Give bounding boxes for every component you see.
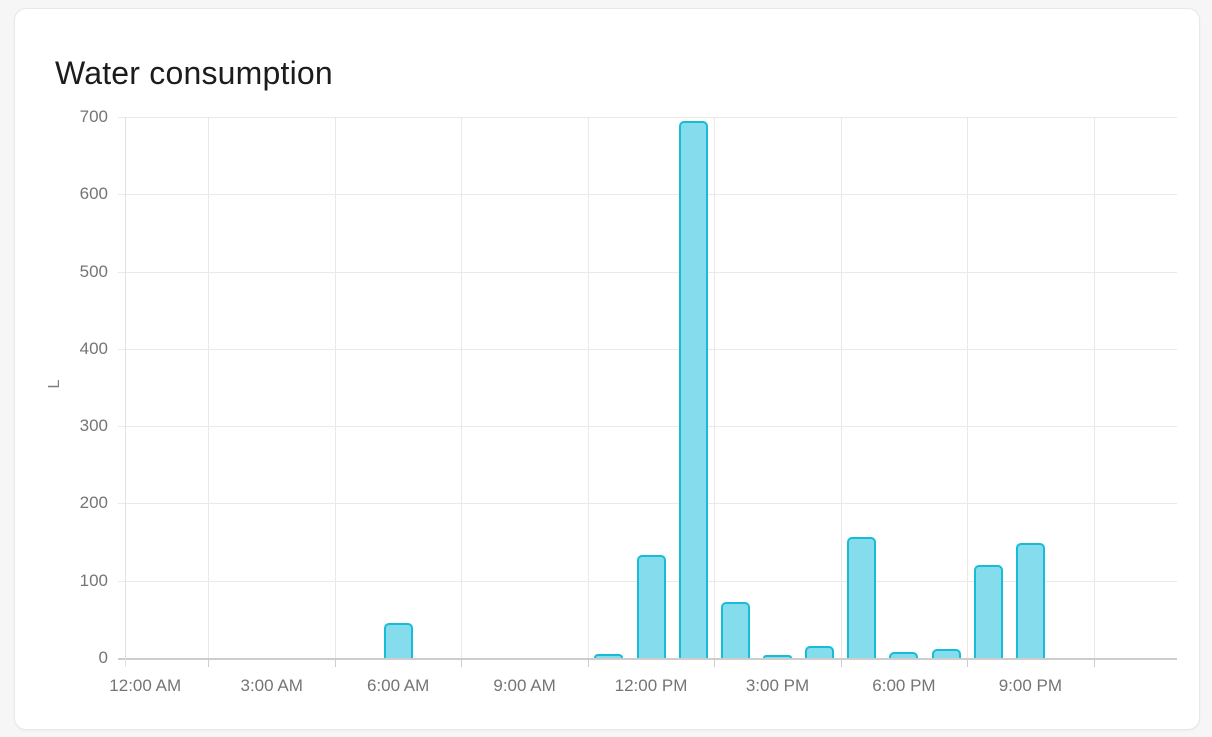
x-gridline (208, 117, 209, 658)
y-tick-label: 700 (79, 107, 108, 126)
y-gridline (118, 272, 1177, 273)
y-tick-label: 600 (79, 184, 108, 203)
x-tick-label: 3:00 AM (240, 676, 303, 695)
x-tick-mark (714, 658, 715, 667)
x-tick-label: 9:00 PM (998, 676, 1063, 695)
bar-hour-7[interactable] (384, 623, 413, 658)
bar-hour-15[interactable] (721, 602, 750, 658)
water-consumption-card: Water consumption (14, 8, 1200, 730)
y-tick-label: 200 (79, 493, 108, 512)
y-tick-label: 300 (79, 416, 108, 435)
bar-hour-20[interactable] (932, 649, 961, 658)
x-axis-line (118, 658, 1177, 660)
x-gridline (714, 117, 715, 658)
x-gridline (841, 117, 842, 658)
x-tick-mark (841, 658, 842, 667)
y-axis-title: L (46, 379, 63, 389)
x-tick-mark (588, 658, 589, 667)
x-tick-mark (1094, 658, 1095, 667)
y-gridline (118, 117, 1177, 118)
bar-hour-12[interactable] (594, 654, 623, 658)
bar-hour-14[interactable] (679, 121, 708, 658)
x-tick-mark (208, 658, 209, 667)
bar-hour-19[interactable] (889, 652, 918, 658)
x-gridline (1094, 117, 1095, 658)
y-gridline (118, 194, 1177, 195)
x-tick-mark (967, 658, 968, 667)
x-gridline (588, 117, 589, 658)
x-gridline (461, 117, 462, 658)
x-tick-mark (335, 658, 336, 667)
x-tick-label: 6:00 PM (872, 676, 936, 695)
bar-hour-18[interactable] (847, 537, 876, 658)
bar-hour-17[interactable] (805, 646, 834, 658)
x-gridline (335, 117, 336, 658)
bar-hour-22[interactable] (1016, 543, 1045, 658)
bar-hour-13[interactable] (637, 555, 666, 658)
x-tick-label: 3:00 PM (745, 676, 810, 695)
x-tick-label: 12:00 PM (614, 676, 688, 695)
x-gridline (967, 117, 968, 658)
bar-hour-16[interactable] (763, 655, 792, 658)
y-gridline (118, 426, 1177, 427)
x-tick-label: 6:00 AM (366, 676, 430, 695)
y-gridline (118, 349, 1177, 350)
bar-hour-21[interactable] (974, 565, 1003, 658)
y-axis-line (125, 117, 126, 667)
card-title: Water consumption (55, 55, 333, 91)
y-tick-label: 400 (79, 339, 108, 358)
x-tick-label: 12:00 AM (109, 676, 182, 695)
y-tick-label: 0 (98, 648, 108, 667)
y-tick-label: 100 (79, 571, 108, 590)
y-tick-label: 500 (79, 262, 108, 281)
x-tick-mark (461, 658, 462, 667)
y-gridline (118, 503, 1177, 504)
x-tick-label: 9:00 AM (493, 676, 556, 695)
